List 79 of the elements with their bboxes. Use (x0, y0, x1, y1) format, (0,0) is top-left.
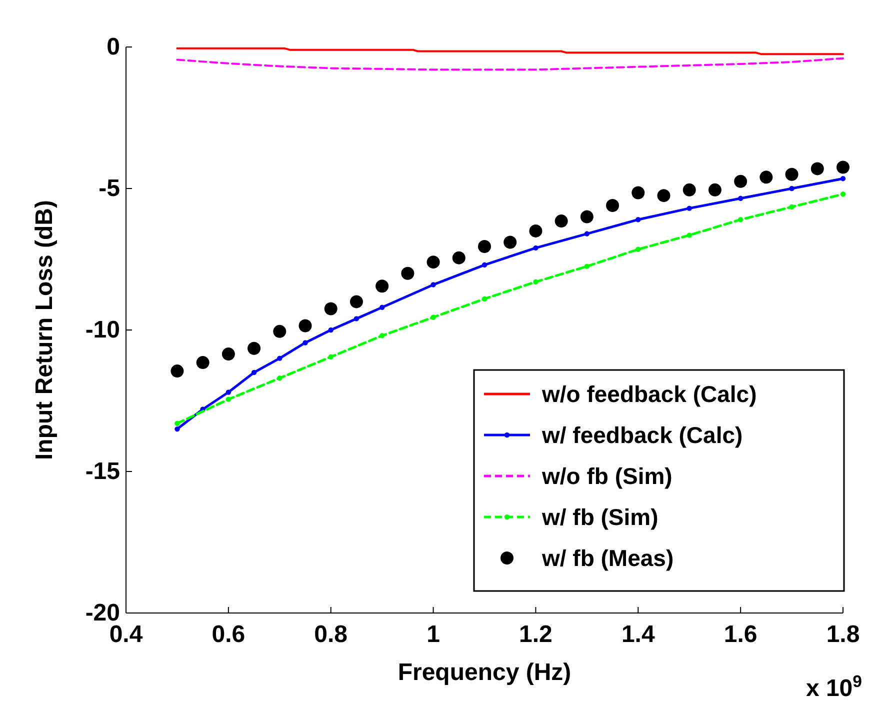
y-tick-label: -10 (85, 316, 120, 344)
point (226, 396, 232, 402)
point (760, 170, 773, 184)
point (452, 251, 466, 264)
legend-label: w/o feedback (Calc) (541, 381, 757, 407)
point (606, 198, 620, 212)
point (379, 304, 385, 310)
y-tick-label: -15 (85, 458, 120, 486)
x-tick-label: 1.2 (519, 621, 552, 648)
point (482, 296, 488, 302)
x-tick-label: 1.4 (621, 621, 656, 648)
point (636, 217, 641, 222)
point (636, 246, 641, 252)
point (401, 266, 414, 280)
point (840, 176, 846, 182)
legend-label: w/o fb (Sim) (541, 463, 672, 489)
point (533, 245, 538, 251)
point (482, 262, 488, 268)
point (170, 364, 184, 378)
legend-label: w/ fb (Sim) (541, 504, 658, 530)
point (251, 370, 257, 376)
x-axis-title: Frequency (Hz) (398, 659, 572, 686)
point (248, 342, 261, 355)
point (632, 186, 645, 200)
point (328, 327, 334, 333)
x-tick-label: 1.6 (724, 621, 758, 648)
x-tick-label: 0.8 (314, 621, 348, 648)
point (277, 376, 282, 381)
y-tick-label: -5 (98, 175, 120, 202)
point (785, 168, 798, 181)
point (504, 236, 517, 249)
point (273, 324, 286, 338)
point (529, 224, 542, 238)
point (302, 340, 308, 346)
point (426, 256, 440, 269)
point (376, 280, 389, 293)
point (324, 302, 338, 316)
point (738, 196, 744, 201)
point (196, 356, 210, 370)
point (686, 232, 692, 238)
point (789, 204, 794, 210)
point (836, 160, 850, 174)
y-tick-label: 0 (106, 34, 120, 61)
y-axis-title: Input Return Loss (dB) (31, 200, 58, 460)
point (430, 282, 436, 288)
x-tick-label: 0.4 (109, 621, 144, 648)
point (222, 348, 235, 361)
point (708, 183, 722, 196)
point (554, 214, 568, 228)
point (840, 192, 846, 197)
x-tick-label: 1.8 (826, 621, 860, 648)
legend-label: w/ fb (Meas) (541, 545, 674, 571)
point (584, 264, 590, 269)
point (734, 174, 748, 188)
point (226, 390, 232, 395)
point (584, 231, 590, 236)
x-tick-label: 0.6 (212, 621, 246, 648)
point (328, 354, 334, 360)
point (430, 314, 436, 320)
text: x 10$^{9}$ (806, 672, 862, 702)
point (657, 189, 670, 202)
point (350, 295, 363, 308)
point (682, 183, 696, 196)
x-tick-label: 1 (426, 621, 440, 648)
point (580, 210, 594, 224)
point (277, 356, 282, 361)
point (174, 426, 180, 432)
point (810, 162, 824, 176)
point (298, 319, 312, 332)
legend-label: w/ feedback (Calc) (541, 422, 743, 448)
point (174, 420, 180, 426)
point (354, 316, 360, 322)
point (738, 217, 744, 222)
point (789, 186, 794, 192)
point (379, 333, 385, 338)
point (533, 279, 538, 284)
point (686, 206, 692, 211)
line-series (176, 57, 844, 71)
point (478, 240, 491, 253)
